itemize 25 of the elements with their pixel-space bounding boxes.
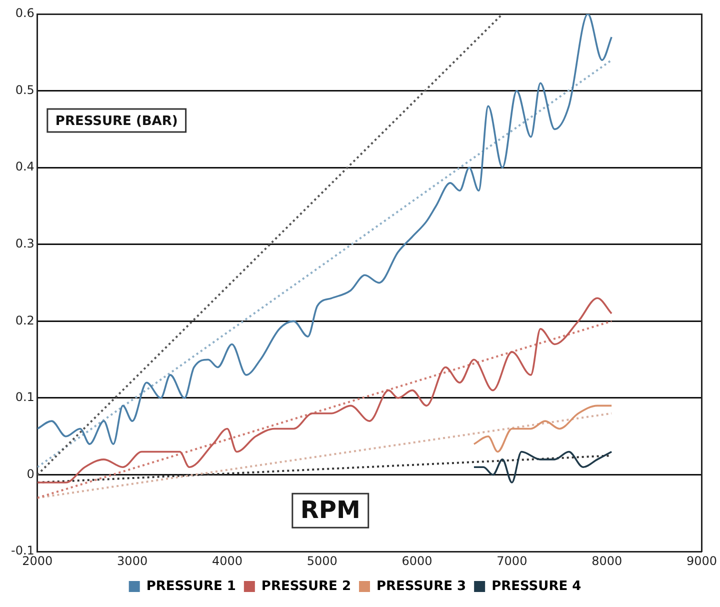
y-tick-label: 0.3 xyxy=(15,236,34,251)
x-tick-label: 2000 xyxy=(22,554,53,568)
y-axis-title: PRESSURE (BAR) xyxy=(55,114,178,129)
y-tick-label: 0.1 xyxy=(15,390,34,404)
y-tick-label: 0.6 xyxy=(15,6,34,20)
x-axis-title: RPM xyxy=(300,496,360,524)
legend-label: PRESSURE 3 xyxy=(376,578,466,594)
legend-label: PRESSURE 2 xyxy=(261,578,351,594)
x-tick-label: 4000 xyxy=(212,554,242,568)
legend-label: PRESSURE 1 xyxy=(146,578,236,594)
line-series xyxy=(37,14,612,445)
x-tick-label: 3000 xyxy=(117,554,148,568)
x-tick-label: 5000 xyxy=(306,554,338,568)
line-series xyxy=(37,297,612,484)
y-tick-label: 0.2 xyxy=(15,313,34,328)
x-tick-label: 9000 xyxy=(686,554,718,568)
x-tick-label: 7000 xyxy=(496,554,528,568)
x-tick-label: 8000 xyxy=(592,554,622,568)
legend-label: PRESSURE 4 xyxy=(492,578,582,594)
line-series xyxy=(473,404,612,453)
y-tick-label: 0.5 xyxy=(15,82,34,97)
y-tick-label: 0.4 xyxy=(15,160,34,174)
line-series xyxy=(473,450,612,484)
x-tick-label: 6000 xyxy=(402,554,432,568)
y-tick-label: 0 xyxy=(26,466,34,481)
